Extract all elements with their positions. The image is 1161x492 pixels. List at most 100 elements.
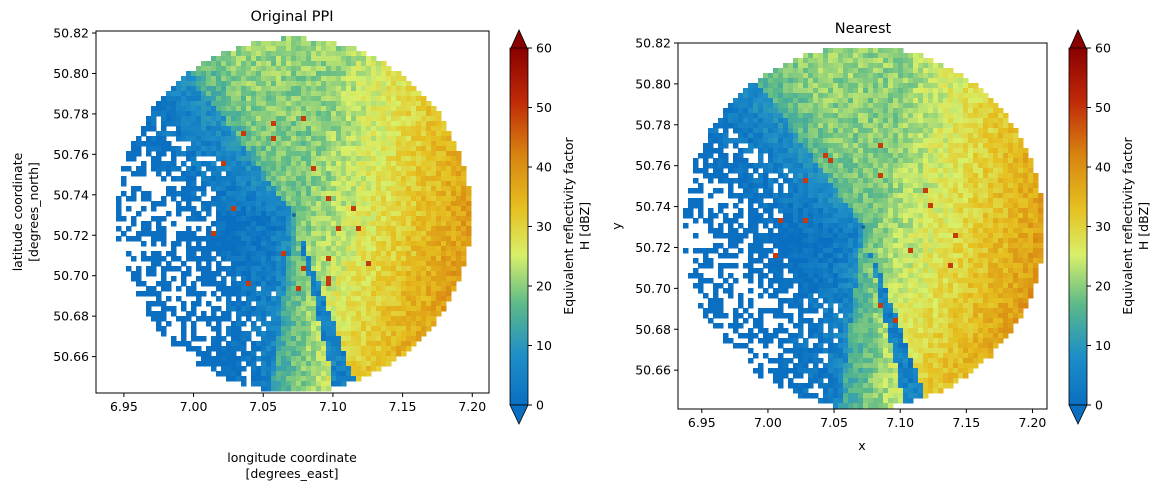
radar-pixel [386, 141, 392, 147]
radar-pixel [386, 286, 392, 292]
radar-pixel [958, 158, 964, 164]
radar-pixel [863, 133, 869, 139]
radar-pixel [321, 226, 327, 232]
radar-pixel [226, 201, 232, 207]
radar-pixel [236, 46, 242, 52]
radar-pixel [336, 76, 342, 82]
radar-pixel [306, 211, 312, 217]
radar-pixel [411, 236, 417, 242]
radar-pixel [968, 83, 974, 89]
radar-pixel [206, 131, 212, 137]
radar-pixel [346, 181, 352, 187]
radar-pixel [848, 173, 854, 179]
radar-pixel [276, 251, 282, 257]
radar-pixel [246, 211, 252, 217]
radar-pixel [326, 296, 332, 302]
radar-pixel [251, 96, 257, 102]
radar-pixel [958, 128, 964, 134]
radar-pixel [331, 46, 337, 52]
radar-pixel [346, 56, 352, 62]
radar-pixel [216, 206, 222, 212]
radar-pixel [391, 316, 397, 322]
radar-pixel [461, 211, 467, 217]
radar-pixel [351, 246, 357, 252]
radar-pixel [306, 56, 312, 62]
radar-pixel [376, 251, 382, 257]
radar-pixel [1008, 128, 1014, 134]
radar-pixel [863, 68, 869, 74]
radar-pixel [276, 106, 282, 112]
radar-pixel [331, 291, 337, 297]
radar-pixel [381, 241, 387, 247]
radar-pixel [306, 386, 312, 392]
radar-pixel [161, 161, 167, 167]
radar-pixel [296, 156, 302, 162]
radar-pixel [276, 236, 282, 242]
radar-pixel [261, 141, 267, 147]
radar-pixel [356, 261, 362, 267]
radar-pixel [256, 86, 262, 92]
radar-pixel [331, 266, 337, 272]
radar-pixel [261, 281, 267, 287]
radar-pixel [416, 256, 422, 262]
radar-pixel [326, 386, 332, 392]
radar-pixel [366, 96, 372, 102]
radar-pixel [291, 151, 297, 157]
radar-pixel [426, 211, 432, 217]
radar-pixel [808, 88, 814, 94]
radar-pixel [988, 123, 994, 129]
radar-pixel [451, 241, 457, 247]
radar-pixel [236, 331, 242, 337]
radar-pixel [436, 151, 442, 157]
radar-pixel [266, 191, 272, 197]
radar-pixel [888, 178, 894, 184]
radar-pixel [241, 86, 247, 92]
radar-pixel [728, 178, 734, 184]
radar-pixel [883, 88, 889, 94]
radar-pixel [336, 226, 342, 232]
radar-pixel [813, 153, 819, 159]
radar-pixel [803, 88, 809, 94]
radar-pixel [296, 356, 302, 362]
radar-pixel [226, 206, 232, 212]
radar-pixel [823, 123, 829, 129]
radar-pixel [216, 221, 222, 227]
radar-pixel [181, 206, 187, 212]
x-axis-label-line1: longitude coordinate [227, 450, 357, 465]
radar-pixel [271, 386, 277, 392]
radar-pixel [306, 136, 312, 142]
radar-pixel [903, 138, 909, 144]
radar-pixel [903, 158, 909, 164]
radar-pixel [221, 246, 227, 252]
radar-pixel [888, 158, 894, 164]
radar-pixel [1023, 173, 1029, 179]
radar-pixel [356, 271, 362, 277]
radar-pixel [793, 103, 799, 109]
radar-pixel [311, 306, 317, 312]
radar-pixel [426, 241, 432, 247]
radar-pixel [216, 121, 222, 127]
radar-pixel [838, 178, 844, 184]
radar-pixel [206, 206, 212, 212]
radar-pixel [306, 216, 312, 222]
radar-pixel [998, 178, 1004, 184]
radar-pixel [998, 108, 1004, 114]
radar-pixel [401, 296, 407, 302]
radar-pixel [281, 311, 287, 317]
radar-pixel [893, 103, 899, 109]
radar-pixel [888, 123, 894, 129]
radar-pixel [938, 158, 944, 164]
radar-pixel [713, 133, 719, 139]
radar-pixel [281, 261, 287, 267]
radar-pixel [848, 103, 854, 109]
radar-pixel [893, 123, 899, 129]
radar-pixel [166, 131, 172, 137]
radar-pixel [201, 251, 207, 257]
radar-pixel [131, 191, 137, 197]
radar-pixel [231, 201, 237, 207]
radar-pixel [351, 66, 357, 72]
radar-pixel [893, 173, 899, 179]
radar-pixel [236, 291, 242, 297]
radar-pixel [311, 386, 317, 392]
radar-pixel [381, 126, 387, 132]
